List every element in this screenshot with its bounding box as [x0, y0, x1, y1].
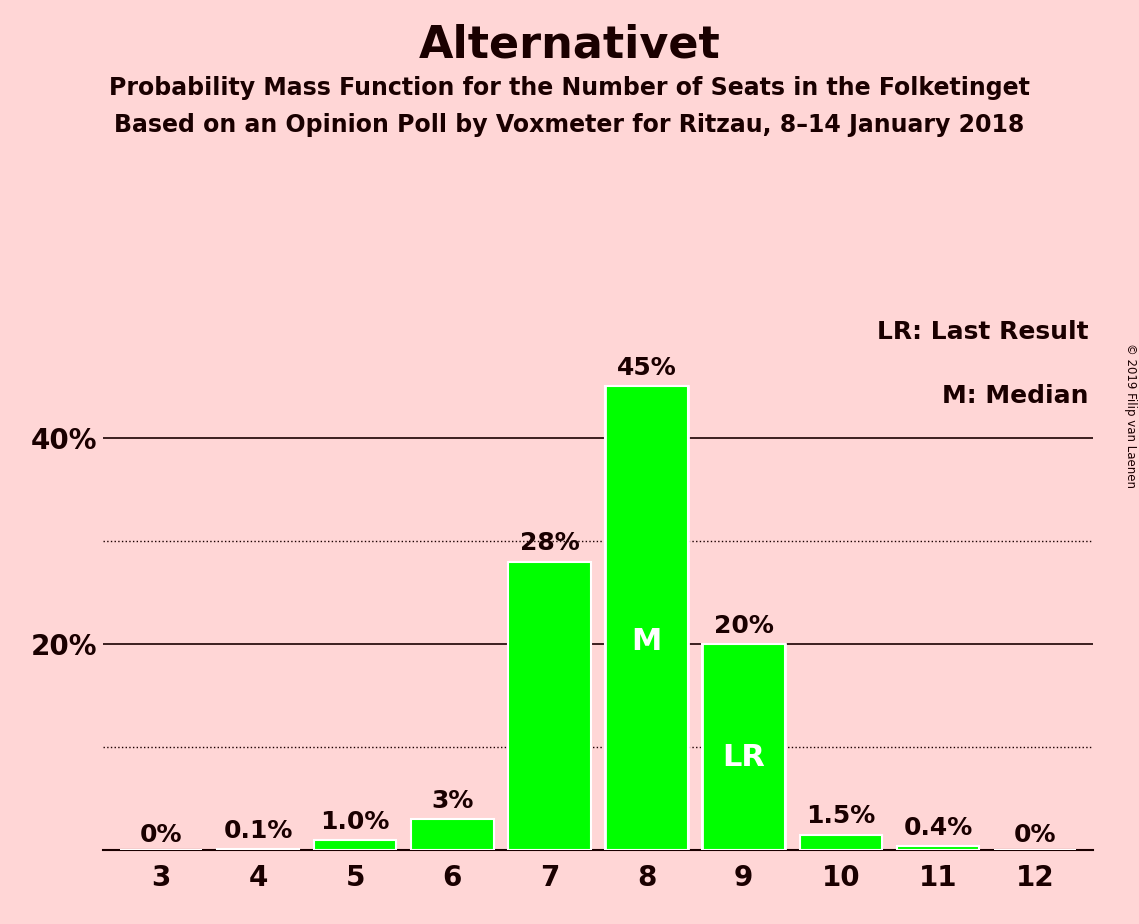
Text: M: Median: M: Median	[942, 383, 1089, 407]
Text: 28%: 28%	[519, 531, 580, 555]
Text: 1.5%: 1.5%	[806, 805, 876, 829]
Text: 0%: 0%	[1014, 823, 1056, 847]
Bar	[314, 840, 396, 850]
Bar	[605, 386, 688, 850]
Text: Alternativet: Alternativet	[419, 23, 720, 67]
Text: 0.4%: 0.4%	[903, 816, 973, 840]
Text: 3%: 3%	[431, 789, 474, 813]
Text: LR: Last Result: LR: Last Result	[877, 320, 1089, 344]
Text: 1.0%: 1.0%	[320, 809, 390, 833]
Text: Based on an Opinion Poll by Voxmeter for Ritzau, 8–14 January 2018: Based on an Opinion Poll by Voxmeter for…	[114, 113, 1025, 137]
Bar	[896, 846, 980, 850]
Bar	[508, 562, 591, 850]
Text: 0%: 0%	[140, 823, 182, 847]
Bar	[800, 834, 882, 850]
Bar	[411, 820, 493, 850]
Bar	[703, 644, 785, 850]
Text: © 2019 Filip van Laenen: © 2019 Filip van Laenen	[1124, 344, 1137, 488]
Text: 45%: 45%	[616, 356, 677, 380]
Text: 20%: 20%	[714, 614, 773, 638]
Bar	[216, 849, 300, 850]
Text: LR: LR	[722, 743, 765, 772]
Text: Probability Mass Function for the Number of Seats in the Folketinget: Probability Mass Function for the Number…	[109, 76, 1030, 100]
Text: 0.1%: 0.1%	[223, 819, 293, 843]
Text: M: M	[631, 626, 662, 656]
